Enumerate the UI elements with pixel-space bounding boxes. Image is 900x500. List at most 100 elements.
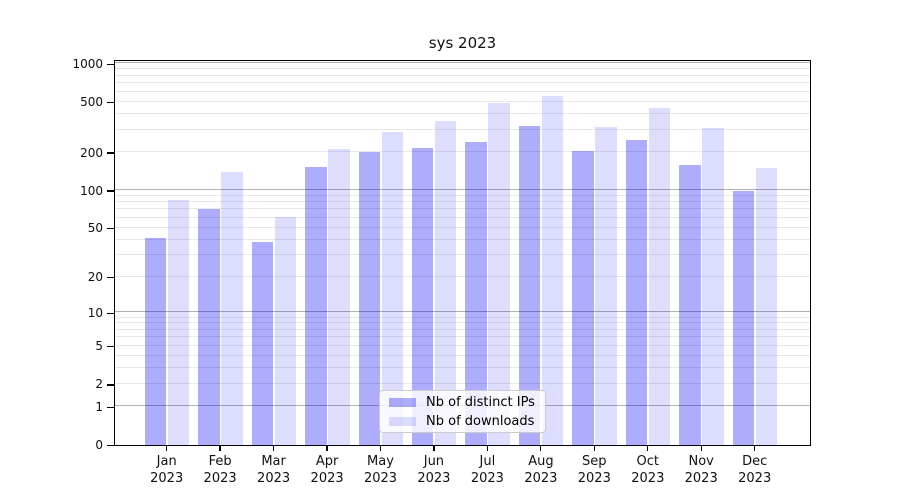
y-tick-label-500: 500 — [80, 95, 103, 110]
legend-row-downloads: Nb of downloads — [389, 413, 536, 429]
x-tick-jan — [166, 446, 168, 451]
bar-ips-sep — [572, 150, 594, 445]
x-tick-label-jul: Jul 2023 — [470, 454, 504, 486]
gridline-200 — [115, 151, 810, 152]
x-tick-jul — [486, 446, 489, 451]
bar-downloads-may — [381, 132, 403, 445]
gridline-50 — [115, 226, 810, 228]
y-tick-0 — [107, 444, 114, 447]
gridline-2 — [115, 382, 810, 384]
gridline-10 — [115, 311, 810, 313]
y-tick-label-200: 200 — [80, 145, 103, 160]
gridline-600 — [115, 90, 810, 92]
bar-downloads-feb — [221, 171, 243, 445]
gridline-40 — [115, 238, 810, 240]
bar-ips-jan — [144, 238, 167, 445]
x-tick-oct — [647, 446, 649, 451]
legend-swatch-distinct-ips — [389, 397, 416, 407]
gridline-80 — [115, 201, 810, 203]
gridline-6 — [115, 336, 810, 338]
bar-downloads-jun — [434, 121, 457, 445]
y-tick-100 — [107, 190, 114, 192]
x-tick-nov — [700, 446, 702, 451]
bar-downloads-oct — [648, 107, 671, 445]
gridline-7 — [115, 328, 810, 330]
y-tick-label-100: 100 — [80, 183, 103, 198]
x-tick-label-apr: Apr 2023 — [310, 454, 344, 486]
x-tick-dec — [754, 446, 756, 451]
gridline-3 — [115, 367, 810, 368]
gridline-90 — [115, 194, 810, 196]
gridline-30 — [115, 254, 810, 256]
gridline-700 — [115, 82, 810, 84]
bar-downloads-jan — [167, 199, 190, 445]
legend-label-downloads: Nb of downloads — [426, 413, 535, 429]
bar-ips-jul — [465, 141, 487, 445]
y-tick-label-0: 0 — [95, 438, 103, 452]
y-tick-200 — [107, 152, 114, 154]
gridline-20 — [115, 275, 810, 277]
x-tick-label-sep: Sep 2023 — [577, 454, 611, 486]
y-tick-label-50: 50 — [87, 221, 103, 236]
bar-ips-mar — [251, 242, 274, 445]
bar-downloads-sep — [595, 127, 617, 445]
y-tick-label-1000: 1000 — [72, 56, 103, 71]
x-tick-may — [379, 446, 382, 451]
bar-ips-dec — [732, 190, 755, 445]
bar-downloads-apr — [328, 149, 350, 445]
y-tick-50 — [107, 227, 114, 230]
gridline-300 — [115, 128, 810, 130]
bar-ips-may — [358, 152, 380, 445]
x-tick-mar — [272, 446, 275, 451]
gridline-70 — [115, 208, 810, 210]
bar-downloads-jul — [488, 103, 510, 445]
legend-row-distinct-ips: Nb of distinct IPs — [389, 394, 536, 410]
y-tick-5 — [107, 346, 114, 348]
bar-ips-jun — [411, 148, 434, 445]
legend: Nb of distinct IPs Nb of downloads — [379, 390, 546, 433]
bar-ips-nov — [679, 164, 701, 445]
y-tick-label-20: 20 — [87, 270, 103, 285]
y-tick-500 — [107, 101, 114, 104]
x-tick-label-dec: Dec 2023 — [738, 454, 772, 486]
bar-ips-aug — [518, 126, 541, 445]
x-tick-jun — [433, 446, 435, 451]
y-tick-label-2: 2 — [95, 377, 103, 392]
chart-title: sys 2023 — [428, 34, 497, 52]
y-tick-20 — [107, 276, 114, 279]
gridline-800 — [115, 74, 810, 76]
gridline-4 — [115, 354, 810, 356]
legend-swatch-downloads — [389, 416, 416, 426]
gridline-9 — [115, 316, 810, 318]
gridline-8 — [115, 322, 810, 324]
x-tick-label-oct: Oct 2023 — [631, 454, 665, 486]
plot-area — [114, 60, 811, 446]
gridline-500 — [115, 100, 810, 102]
x-tick-label-mar: Mar 2023 — [257, 454, 291, 486]
x-tick-label-jun: Jun 2023 — [417, 454, 451, 486]
y-tick-10 — [107, 312, 114, 314]
gridline-900 — [115, 68, 810, 70]
y-tick-label-1: 1 — [95, 399, 103, 414]
gridline-400 — [115, 112, 810, 114]
bar-ips-apr — [305, 166, 327, 445]
x-tick-aug — [540, 446, 542, 451]
gridline-60 — [115, 216, 810, 218]
bar-downloads-aug — [541, 96, 564, 445]
y-tick-2 — [107, 384, 114, 386]
bar-ips-feb — [198, 209, 220, 445]
x-tick-apr — [326, 446, 328, 451]
legend-label-distinct-ips: Nb of distinct IPs — [426, 394, 535, 410]
x-tick-label-jan: Jan 2023 — [150, 454, 184, 486]
x-tick-label-aug: Aug 2023 — [524, 454, 558, 486]
bar-downloads-mar — [274, 216, 297, 445]
bar-downloads-dec — [755, 167, 778, 445]
gridline-100 — [115, 189, 810, 190]
x-tick-label-feb: Feb 2023 — [203, 454, 237, 486]
x-tick-label-nov: Nov 2023 — [684, 454, 718, 486]
x-tick-feb — [219, 446, 221, 451]
x-tick-label-may: May 2023 — [363, 454, 398, 486]
x-tick-sep — [593, 446, 595, 451]
y-tick-label-5: 5 — [95, 339, 103, 354]
